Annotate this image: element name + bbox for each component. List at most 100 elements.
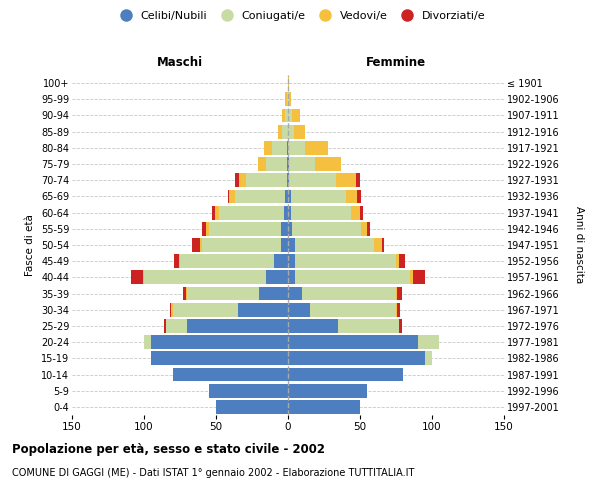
- Bar: [356, 174, 360, 187]
- Bar: [263, 141, 272, 154]
- Bar: [288, 286, 302, 300]
- Bar: [202, 238, 281, 252]
- Bar: [281, 238, 288, 252]
- Bar: [191, 238, 200, 252]
- Bar: [291, 206, 352, 220]
- Bar: [310, 303, 396, 316]
- Bar: [287, 92, 288, 106]
- Bar: [206, 222, 209, 235]
- Bar: [288, 190, 291, 203]
- Bar: [335, 174, 356, 187]
- Bar: [164, 319, 166, 333]
- Bar: [288, 222, 292, 235]
- Bar: [289, 174, 335, 187]
- Bar: [399, 319, 402, 333]
- Bar: [305, 141, 328, 154]
- Bar: [302, 286, 396, 300]
- Bar: [215, 206, 219, 220]
- Bar: [285, 108, 288, 122]
- Bar: [287, 157, 288, 171]
- Bar: [288, 206, 291, 220]
- Bar: [179, 254, 180, 268]
- Bar: [173, 368, 288, 382]
- Bar: [295, 254, 396, 268]
- Bar: [166, 319, 187, 333]
- Bar: [289, 92, 291, 106]
- Bar: [227, 190, 229, 203]
- Bar: [292, 222, 361, 235]
- Bar: [288, 92, 289, 106]
- Bar: [289, 157, 316, 171]
- Bar: [295, 270, 410, 284]
- Bar: [246, 174, 287, 187]
- Bar: [288, 125, 294, 138]
- Bar: [209, 384, 288, 398]
- Bar: [258, 157, 266, 171]
- Bar: [285, 92, 287, 106]
- Bar: [151, 352, 288, 365]
- Bar: [216, 400, 288, 414]
- Bar: [186, 286, 187, 300]
- Bar: [174, 254, 179, 268]
- Bar: [413, 270, 425, 284]
- Bar: [338, 319, 399, 333]
- Text: Femmine: Femmine: [366, 56, 426, 70]
- Bar: [235, 190, 285, 203]
- Bar: [285, 190, 288, 203]
- Bar: [187, 319, 288, 333]
- Bar: [200, 238, 202, 252]
- Bar: [288, 319, 338, 333]
- Bar: [202, 222, 206, 235]
- Bar: [346, 190, 357, 203]
- Bar: [172, 303, 173, 316]
- Bar: [288, 336, 418, 349]
- Bar: [418, 336, 439, 349]
- Bar: [266, 157, 287, 171]
- Bar: [361, 222, 367, 235]
- Bar: [396, 303, 397, 316]
- Bar: [151, 336, 288, 349]
- Bar: [374, 238, 382, 252]
- Bar: [399, 254, 404, 268]
- Bar: [352, 206, 360, 220]
- Bar: [288, 368, 403, 382]
- Bar: [274, 254, 288, 268]
- Bar: [288, 352, 425, 365]
- Text: Maschi: Maschi: [157, 56, 203, 70]
- Bar: [288, 254, 295, 268]
- Bar: [316, 157, 341, 171]
- Bar: [229, 190, 235, 203]
- Bar: [219, 206, 284, 220]
- Bar: [291, 190, 346, 203]
- Bar: [235, 174, 239, 187]
- Bar: [287, 141, 288, 154]
- Bar: [212, 206, 215, 220]
- Bar: [382, 238, 385, 252]
- Text: COMUNE DI GAGGI (ME) - Dati ISTAT 1° gennaio 2002 - Elaborazione TUTTITALIA.IT: COMUNE DI GAGGI (ME) - Dati ISTAT 1° gen…: [12, 468, 415, 477]
- Bar: [266, 270, 288, 284]
- Bar: [288, 238, 295, 252]
- Bar: [288, 384, 367, 398]
- Bar: [357, 190, 361, 203]
- Bar: [239, 174, 246, 187]
- Bar: [396, 254, 399, 268]
- Bar: [209, 222, 281, 235]
- Bar: [143, 270, 144, 284]
- Bar: [272, 141, 287, 154]
- Bar: [292, 108, 299, 122]
- Bar: [131, 270, 143, 284]
- Bar: [397, 303, 400, 316]
- Bar: [282, 108, 285, 122]
- Bar: [288, 157, 289, 171]
- Bar: [396, 286, 397, 300]
- Bar: [288, 174, 289, 187]
- Bar: [288, 400, 360, 414]
- Bar: [360, 206, 363, 220]
- Bar: [282, 125, 288, 138]
- Bar: [180, 254, 274, 268]
- Bar: [238, 303, 288, 316]
- Bar: [294, 125, 305, 138]
- Bar: [183, 286, 186, 300]
- Bar: [288, 270, 295, 284]
- Bar: [284, 206, 288, 220]
